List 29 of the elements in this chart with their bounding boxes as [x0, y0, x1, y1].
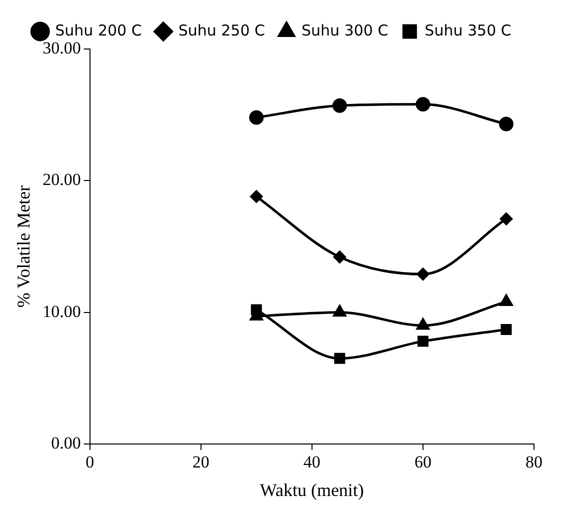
point [332, 98, 347, 113]
legend-label: Suhu 300 C [302, 21, 388, 40]
point [417, 336, 428, 347]
point [416, 318, 430, 330]
point [334, 352, 346, 364]
legend-label: Suhu 250 C [178, 21, 266, 40]
x-tick-label: 60 [414, 452, 432, 472]
y-tick-label: 20.00 [42, 170, 81, 190]
point [333, 250, 346, 264]
y-tick-label: 30.00 [42, 38, 81, 58]
legend-label: Suhu 200 C [55, 21, 142, 40]
point [416, 268, 430, 280]
x-tick-label: 20 [192, 452, 210, 472]
legend-label: Suhu 350 C [424, 21, 512, 40]
x-tick-label: 0 [86, 452, 94, 472]
point [500, 294, 513, 306]
point [249, 110, 264, 125]
point [333, 305, 346, 317]
y-tick-label: 0.00 [51, 433, 81, 452]
point [500, 324, 512, 335]
point [500, 212, 512, 226]
point [416, 97, 430, 112]
point [498, 116, 514, 132]
y-axis-title: % Volatile Meter [14, 185, 34, 308]
x-tick-label: 40 [303, 452, 320, 472]
x-tick-label: 80 [526, 452, 542, 472]
y-tick-label: 10.00 [42, 302, 81, 321]
x-axis-title: Waktu (menit) [260, 480, 364, 500]
point [250, 190, 263, 203]
